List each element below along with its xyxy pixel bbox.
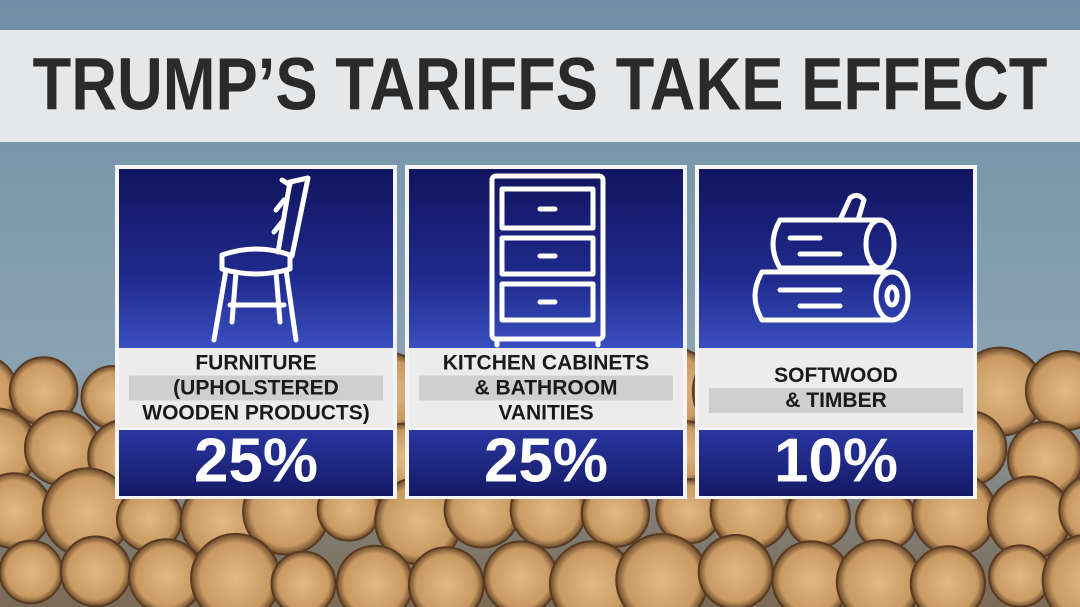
cabinet-icon	[489, 173, 606, 348]
log-end	[270, 550, 337, 607]
log-end	[1041, 534, 1080, 607]
label-stripe	[419, 375, 673, 401]
logs-icon	[752, 192, 911, 323]
log-end	[909, 545, 986, 607]
value-panel	[699, 430, 973, 496]
card-label: SOFTWOOD	[774, 364, 898, 387]
card-label: WOODEN PRODUCTS)	[142, 402, 370, 425]
log-end	[59, 535, 132, 607]
title: TRUMP’S TARIFFS TAKE EFFECT	[33, 43, 1048, 126]
card-label: (UPHOLSTERED	[173, 377, 339, 400]
card-label: & TIMBER	[785, 389, 887, 412]
tariff-rate: 25%	[484, 426, 608, 495]
log-end	[988, 544, 1052, 607]
log-end	[1058, 476, 1080, 544]
card-label: FURNITURE	[195, 352, 316, 375]
card-label: KITCHEN CABINETS	[443, 352, 650, 375]
log-end	[482, 540, 559, 607]
card-label: & BATHROOM	[474, 377, 617, 400]
tariff-rate: 25%	[194, 426, 318, 495]
log-end	[0, 539, 64, 605]
label-stripe	[129, 375, 383, 401]
chair-icon	[211, 175, 311, 343]
card-label: VANITIES	[498, 402, 593, 425]
tariff-rate: 10%	[774, 426, 898, 495]
log-end	[697, 534, 774, 607]
value-panel	[409, 430, 683, 496]
title-band	[0, 30, 1080, 142]
value-panel	[119, 430, 393, 496]
label-stripe	[709, 388, 963, 413]
icon-panel	[119, 169, 393, 349]
